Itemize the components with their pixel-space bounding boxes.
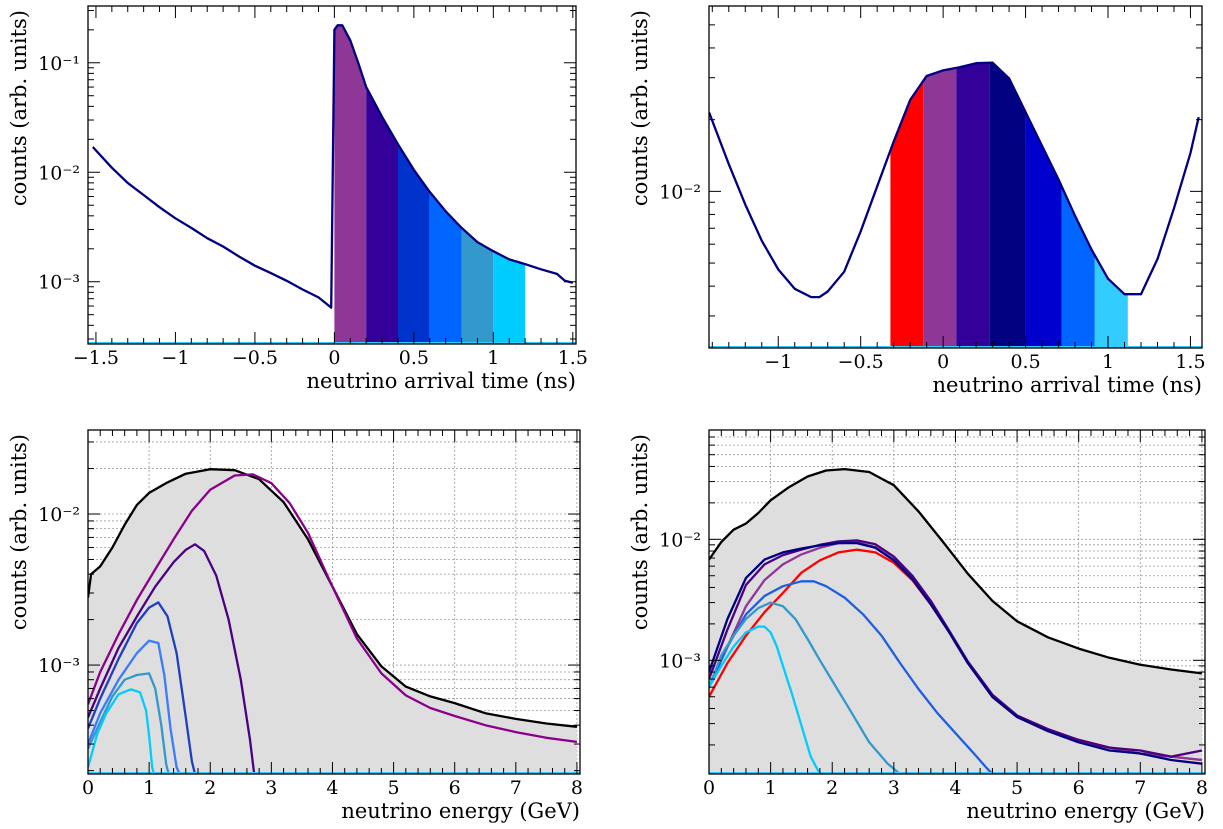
x-axis-label: neutrino arrival time (ns) — [933, 373, 1202, 397]
series-line-4 — [88, 639, 181, 774]
ticks — [708, 429, 1205, 774]
plot-area — [88, 24, 576, 344]
x-tick-label: 6 — [449, 777, 461, 799]
x-tick-label: 8 — [571, 777, 583, 799]
x-tick-label: 8 — [1196, 777, 1208, 799]
time-bin-6 — [1094, 255, 1128, 348]
time-bin-2 — [398, 144, 430, 344]
x-tick-label: 6 — [1073, 777, 1085, 799]
y-tick-label: 10⁻³ — [659, 650, 701, 672]
y-axis-label: counts (arb. units) — [628, 10, 652, 206]
ticks — [709, 5, 1202, 348]
time-bin-3 — [429, 192, 462, 344]
x-tick-label: −1.5 — [73, 347, 119, 369]
x-tick-label: 4 — [326, 777, 338, 799]
series-line-0 — [91, 24, 574, 309]
time-bin-0 — [890, 80, 924, 348]
series-line-6 — [88, 688, 156, 774]
series-line-5 — [88, 672, 170, 774]
series-line-0 — [88, 468, 578, 728]
panel-top-right-arrival-time: −1 −0.5 0 0.5 1 1.5 10⁻² neutrino arrival time … — [628, 5, 1206, 397]
plot-frame — [708, 5, 1203, 349]
x-tick-label: 3 — [265, 777, 277, 799]
x-tick-label: −1 — [161, 347, 189, 369]
ticks — [88, 6, 576, 344]
series-line-5 — [709, 580, 994, 774]
y-tick-label: 10⁻² — [659, 181, 701, 203]
x-tick-label: 4 — [949, 777, 961, 799]
y-tick-label: 10⁻² — [38, 504, 80, 526]
ticks — [87, 430, 580, 774]
series-line-3 — [709, 539, 1203, 758]
x-tick-label: 0 — [82, 777, 94, 799]
x-tick-label: 0.5 — [399, 347, 429, 369]
y-tick-label: 10⁻² — [38, 162, 80, 184]
time-bin-4 — [461, 227, 494, 344]
y-tick-label: 10⁻³ — [38, 655, 80, 677]
panel-bottom-right-energy: 0 1 2 3 4 5 6 7 8 10⁻³ 10⁻² neutrino energy (GeV) co… — [628, 429, 1208, 823]
y-axis-label: counts (arb. units) — [7, 434, 31, 630]
y-tick-label: 10⁻³ — [38, 272, 80, 294]
series-line-4 — [709, 541, 1203, 765]
y-tick-label: 10⁻² — [659, 529, 701, 551]
y-axis-label: counts (arb. units) — [628, 434, 652, 630]
total-fill — [88, 469, 577, 774]
y-tick-label: 10⁻¹ — [38, 53, 80, 75]
x-tick-label: 0 — [937, 351, 949, 373]
plot-frame — [87, 5, 577, 345]
x-tick-label: −0.5 — [838, 351, 884, 373]
x-tick-label: −1 — [764, 351, 792, 373]
plot-area — [88, 430, 580, 774]
x-tick-label: 3 — [888, 777, 900, 799]
x-tick-label: 5 — [388, 777, 400, 799]
y-axis-label: counts (arb. units) — [7, 10, 31, 206]
x-tick-label: 2 — [826, 777, 838, 799]
series-line-1 — [88, 473, 578, 744]
x-tick-label: 0.5 — [1010, 351, 1040, 373]
time-bin-5 — [493, 251, 526, 344]
x-tick-label: 5 — [1011, 777, 1023, 799]
x-tick-label: 1 — [487, 347, 499, 369]
time-bin-5 — [1061, 186, 1095, 348]
time-bin-0 — [334, 25, 367, 344]
series-line-7 — [709, 625, 821, 774]
x-tick-label: 0 — [703, 777, 715, 799]
plot-area — [709, 430, 1205, 774]
x-tick-label: 7 — [1134, 777, 1146, 799]
time-bin-1 — [923, 67, 957, 348]
x-tick-label: 1 — [143, 777, 155, 799]
x-tick-label: 7 — [510, 777, 522, 799]
plot-frame — [708, 429, 1206, 775]
x-tick-label: −0.5 — [232, 347, 278, 369]
time-bin-3 — [989, 62, 1026, 348]
x-tick-label: 1 — [1102, 351, 1114, 373]
x-tick-label: 1.5 — [558, 347, 588, 369]
time-bin-4 — [1025, 112, 1062, 348]
series-line-6 — [709, 601, 901, 774]
x-tick-label: 2 — [204, 777, 216, 799]
plot-area — [709, 61, 1202, 348]
series-line-3 — [88, 601, 197, 774]
x-tick-label: 1.5 — [1175, 351, 1205, 373]
x-tick-label: 1 — [765, 777, 777, 799]
x-tick-label: 0 — [328, 347, 340, 369]
time-bin-2 — [956, 62, 990, 348]
panel-top-left-arrival-time: −1.5 −1 −0.5 0 0.5 1 1.5 10⁻³ 10⁻² 10⁻¹ neutrino a… — [7, 5, 588, 393]
x-axis-label: neutrino energy (GeV) — [966, 799, 1205, 823]
series-line-2 — [88, 543, 256, 774]
series-line-0 — [709, 61, 1200, 299]
panel-bottom-left-energy: 0 1 2 3 4 5 6 7 8 10⁻³ 10⁻² neutrino energy (GeV) co… — [7, 429, 583, 823]
x-axis-label: neutrino arrival time (ns) — [307, 369, 576, 393]
plot-frame — [87, 429, 581, 775]
x-axis-label: neutrino energy (GeV) — [341, 799, 580, 823]
time-bin-1 — [366, 87, 398, 344]
series-line-0 — [709, 467, 1203, 675]
